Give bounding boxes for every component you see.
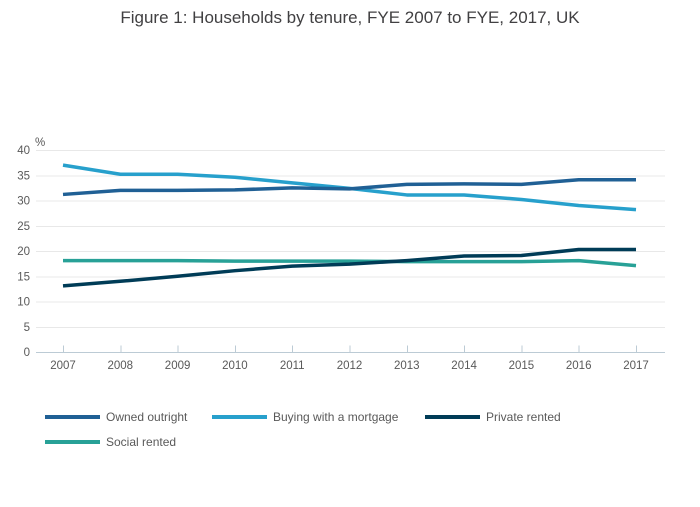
legend-swatch-private-rented bbox=[425, 415, 480, 419]
legend-label-buying-with-mortgage: Buying with a mortgage bbox=[273, 410, 399, 424]
legend-label-owned-outright: Owned outright bbox=[106, 410, 188, 424]
svg-text:2008: 2008 bbox=[108, 360, 134, 372]
svg-text:2013: 2013 bbox=[394, 360, 420, 372]
svg-text:10: 10 bbox=[17, 297, 30, 309]
legend-item-owned-outright: Owned outright bbox=[45, 410, 187, 424]
svg-text:5: 5 bbox=[24, 322, 30, 334]
svg-text:20: 20 bbox=[17, 246, 30, 258]
svg-text:2016: 2016 bbox=[566, 360, 592, 372]
svg-text:2014: 2014 bbox=[451, 360, 477, 372]
svg-text:30: 30 bbox=[17, 196, 30, 208]
svg-text:2017: 2017 bbox=[623, 360, 649, 372]
svg-text:2010: 2010 bbox=[222, 360, 248, 372]
legend-swatch-owned-outright bbox=[45, 415, 100, 419]
legend-label-social-rented: Social rented bbox=[106, 435, 177, 449]
svg-text:25: 25 bbox=[17, 221, 30, 233]
svg-text:40: 40 bbox=[17, 145, 30, 157]
legend-swatch-buying-with-mortgage bbox=[212, 415, 267, 419]
legend-item-social-rented: Social rented bbox=[45, 435, 176, 449]
svg-text:2011: 2011 bbox=[280, 360, 305, 372]
legend-label-private-rented: Private rented bbox=[486, 410, 561, 424]
svg-text:2012: 2012 bbox=[337, 360, 363, 372]
svg-text:%: % bbox=[35, 137, 45, 149]
svg-text:35: 35 bbox=[17, 170, 30, 182]
svg-text:0: 0 bbox=[24, 347, 30, 359]
legend-item-buying-with-mortgage: Buying with a mortgage bbox=[212, 410, 398, 424]
svg-text:2007: 2007 bbox=[50, 360, 76, 372]
svg-text:15: 15 bbox=[17, 271, 30, 283]
legend-item-private-rented: Private rented bbox=[425, 410, 561, 424]
figure-title: Figure 1: Households by tenure, FYE 2007… bbox=[120, 8, 580, 27]
legend-swatch-social-rented bbox=[45, 440, 100, 444]
svg-text:2009: 2009 bbox=[165, 360, 191, 372]
svg-text:2015: 2015 bbox=[509, 360, 535, 372]
